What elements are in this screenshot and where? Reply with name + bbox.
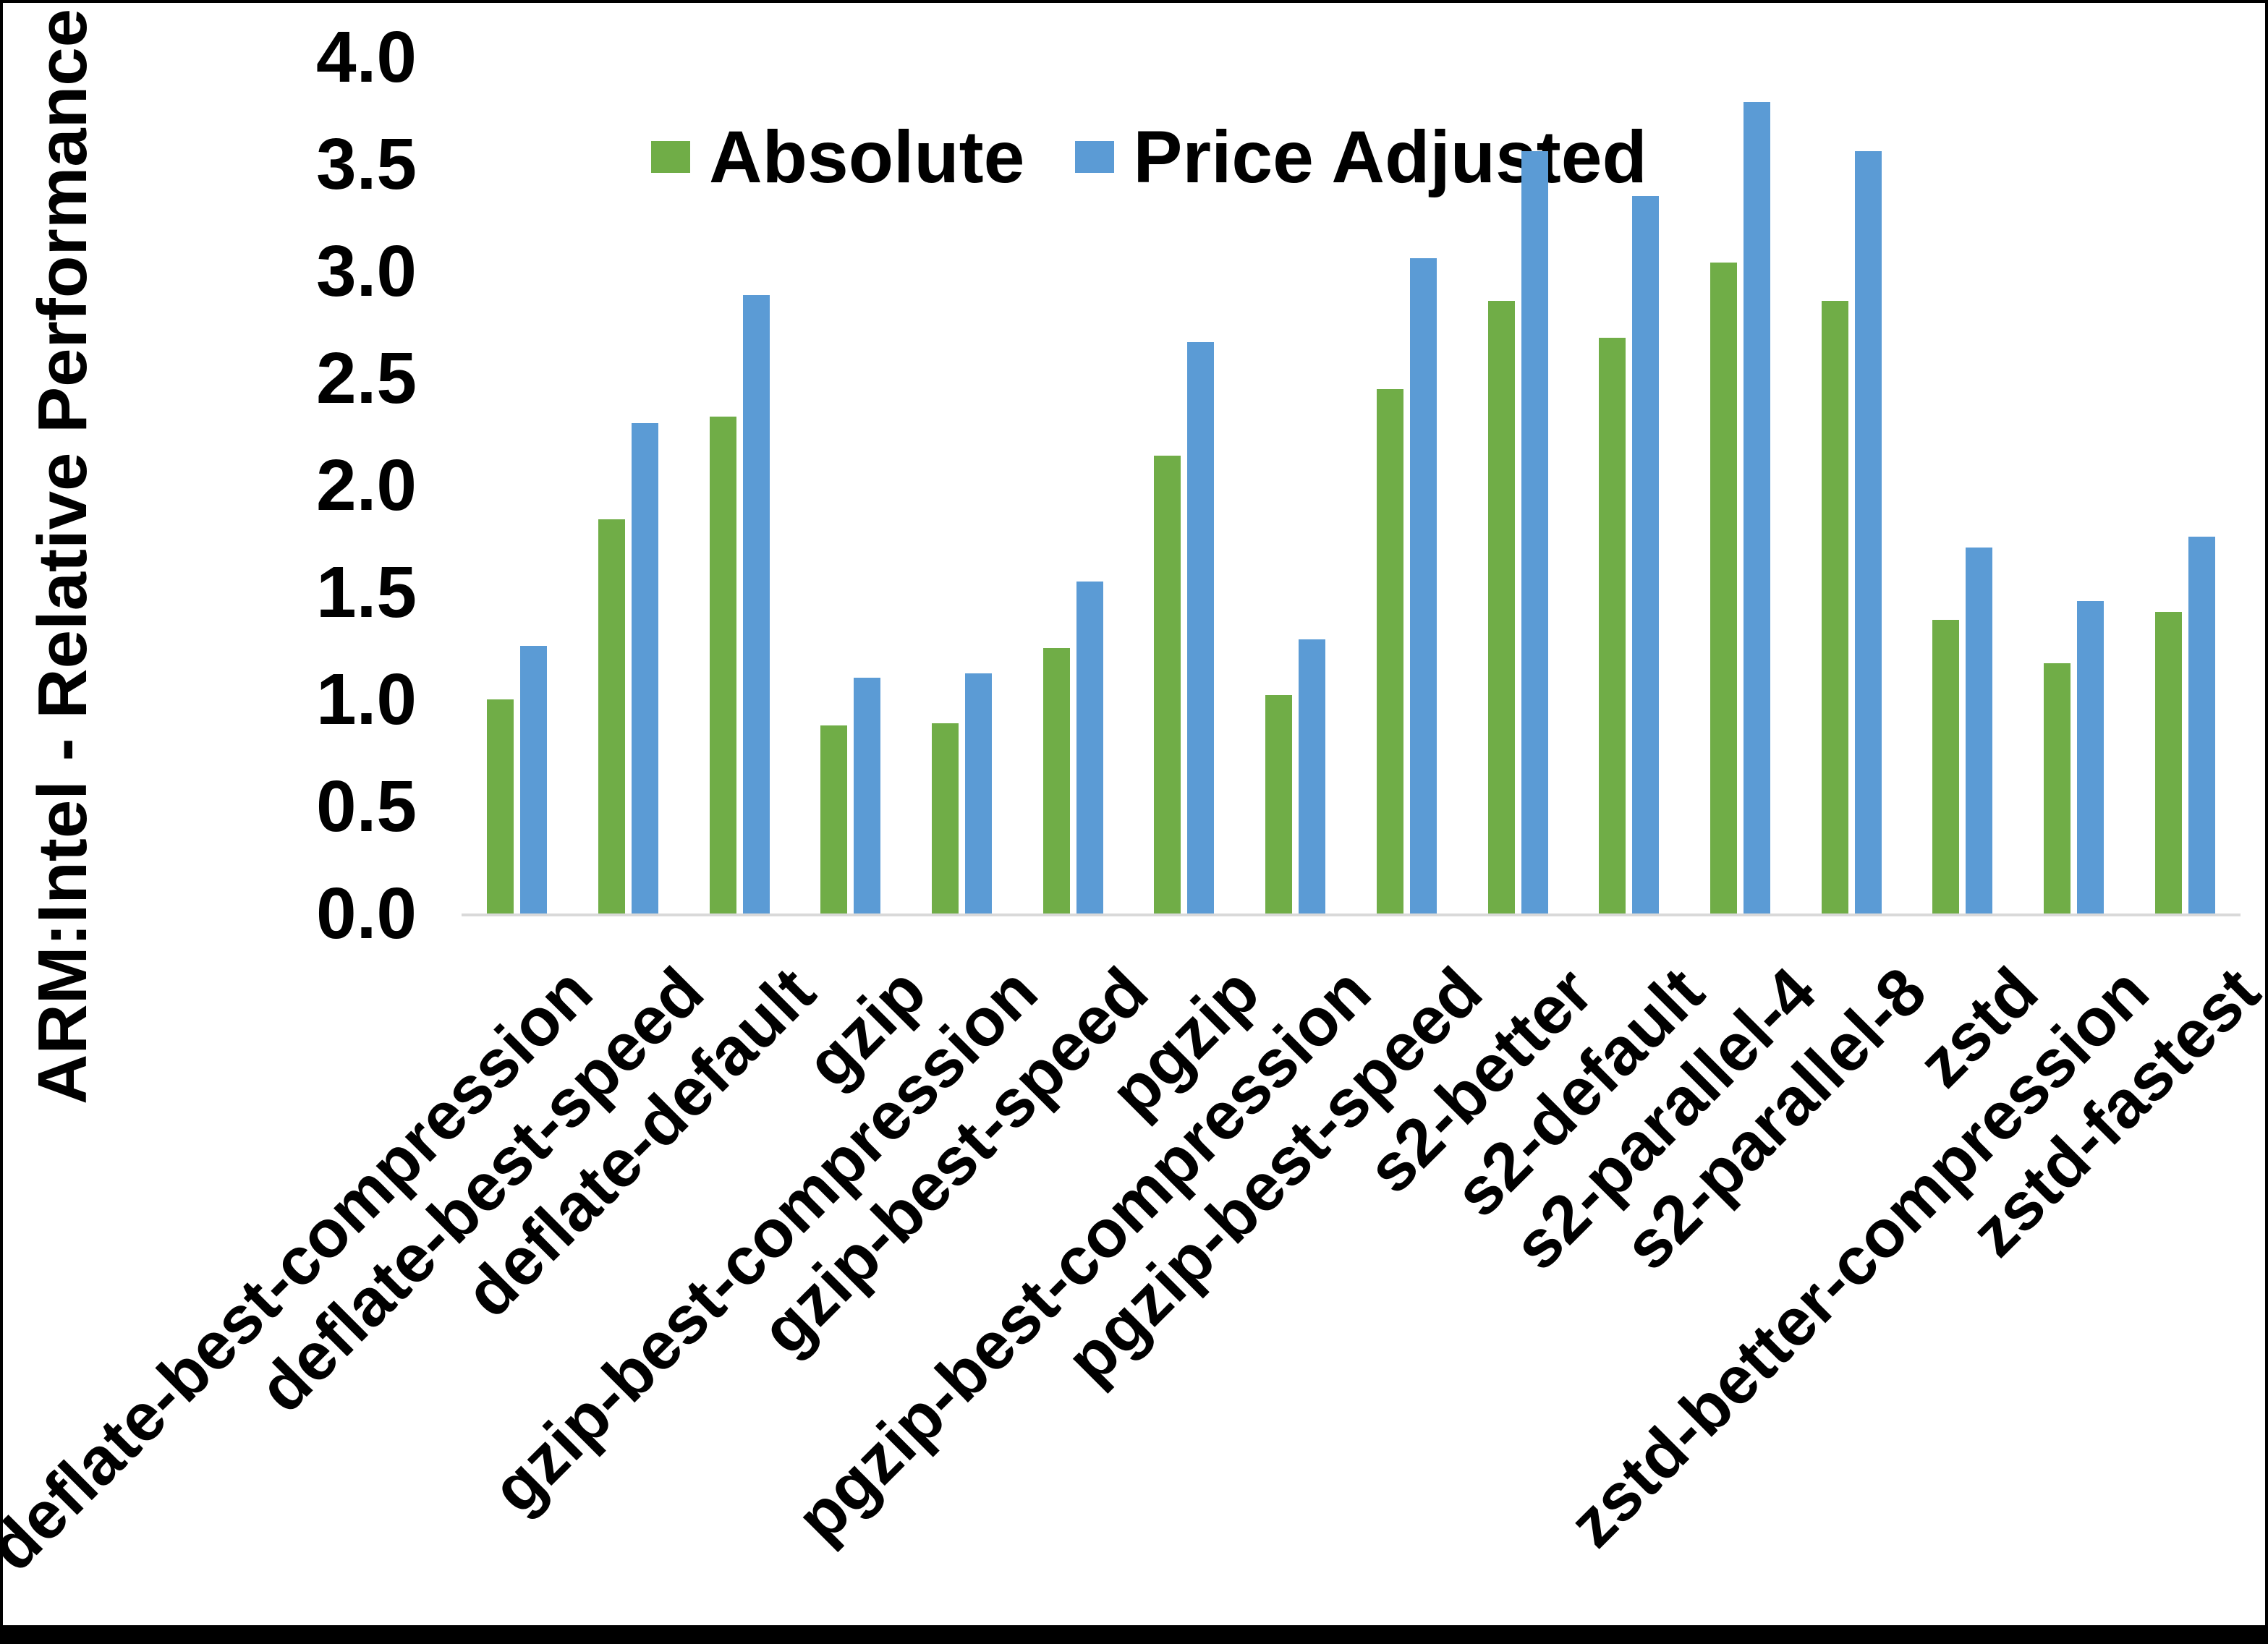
- y-tick-label: 2.0: [315, 445, 417, 526]
- bar-pgzip-best-speed-price-adjusted: [1410, 258, 1437, 913]
- bar-gzip-best-speed-price-adjusted: [1076, 582, 1103, 913]
- bar-zstd-price-adjusted: [1966, 548, 1992, 913]
- legend-item-absolute: Absolute: [651, 120, 1024, 194]
- bar-deflate-best-compression-absolute: [487, 699, 514, 913]
- bar-s2-default-absolute: [1599, 338, 1626, 913]
- bar-gzip-best-compression-price-adjusted: [965, 673, 992, 913]
- legend: Absolute Price Adjusted: [651, 117, 1647, 197]
- y-tick-label: 4.0: [315, 17, 417, 98]
- y-tick-label: 1.5: [315, 552, 417, 633]
- bar-s2-better-absolute: [1488, 301, 1515, 913]
- bar-gzip-best-compression-absolute: [932, 723, 959, 913]
- bar-s2-default-price-adjusted: [1632, 196, 1659, 913]
- legend-swatch-icon: [651, 141, 690, 173]
- bottom-border: [3, 1625, 2265, 1644]
- bar-gzip-absolute: [820, 725, 847, 913]
- bar-s2-parallel-4-price-adjusted: [1744, 102, 1770, 913]
- legend-label: Absolute: [709, 116, 1025, 198]
- bar-s2-parallel-8-price-adjusted: [1855, 151, 1882, 913]
- bar-deflate-best-speed-absolute: [598, 519, 625, 913]
- bar-deflate-best-compression-price-adjusted: [520, 646, 547, 913]
- legend-swatch-icon: [1075, 141, 1115, 173]
- bar-deflate-default-price-adjusted: [743, 295, 770, 913]
- bar-zstd-better-compression-absolute: [2044, 663, 2070, 913]
- y-tick-label: 0.0: [315, 873, 417, 954]
- y-tick-label: 2.5: [315, 338, 417, 419]
- bar-deflate-default-absolute: [710, 417, 736, 913]
- bar-zstd-fastest-price-adjusted: [2188, 537, 2215, 913]
- bar-s2-parallel-4-absolute: [1710, 263, 1737, 913]
- bar-s2-better-price-adjusted: [1521, 151, 1548, 913]
- y-tick-label: 1.0: [315, 659, 417, 740]
- bar-gzip-best-speed-absolute: [1043, 648, 1070, 913]
- y-axis-title: ARM:Intel - Relative Performance: [24, 8, 101, 1104]
- bar-pgzip-best-speed-absolute: [1377, 389, 1403, 913]
- bar-zstd-fastest-absolute: [2155, 612, 2182, 913]
- bar-deflate-best-speed-price-adjusted: [632, 423, 658, 913]
- y-tick-label: 3.0: [315, 231, 417, 312]
- bar-pgzip-best-compression-price-adjusted: [1299, 639, 1325, 913]
- bar-pgzip-absolute: [1154, 456, 1181, 913]
- bar-s2-parallel-8-absolute: [1822, 301, 1848, 913]
- legend-label: Price Adjusted: [1133, 116, 1647, 198]
- bar-pgzip-price-adjusted: [1187, 342, 1214, 913]
- bar-zstd-absolute: [1932, 620, 1959, 913]
- legend-item-price-adjusted: Price Adjusted: [1075, 120, 1647, 194]
- bar-pgzip-best-compression-absolute: [1265, 695, 1292, 913]
- y-tick-label: 0.5: [315, 766, 417, 847]
- bar-gzip-price-adjusted: [854, 678, 880, 913]
- x-axis-line: [462, 913, 2241, 916]
- y-tick-label: 3.5: [315, 124, 417, 205]
- bar-zstd-better-compression-price-adjusted: [2077, 601, 2104, 913]
